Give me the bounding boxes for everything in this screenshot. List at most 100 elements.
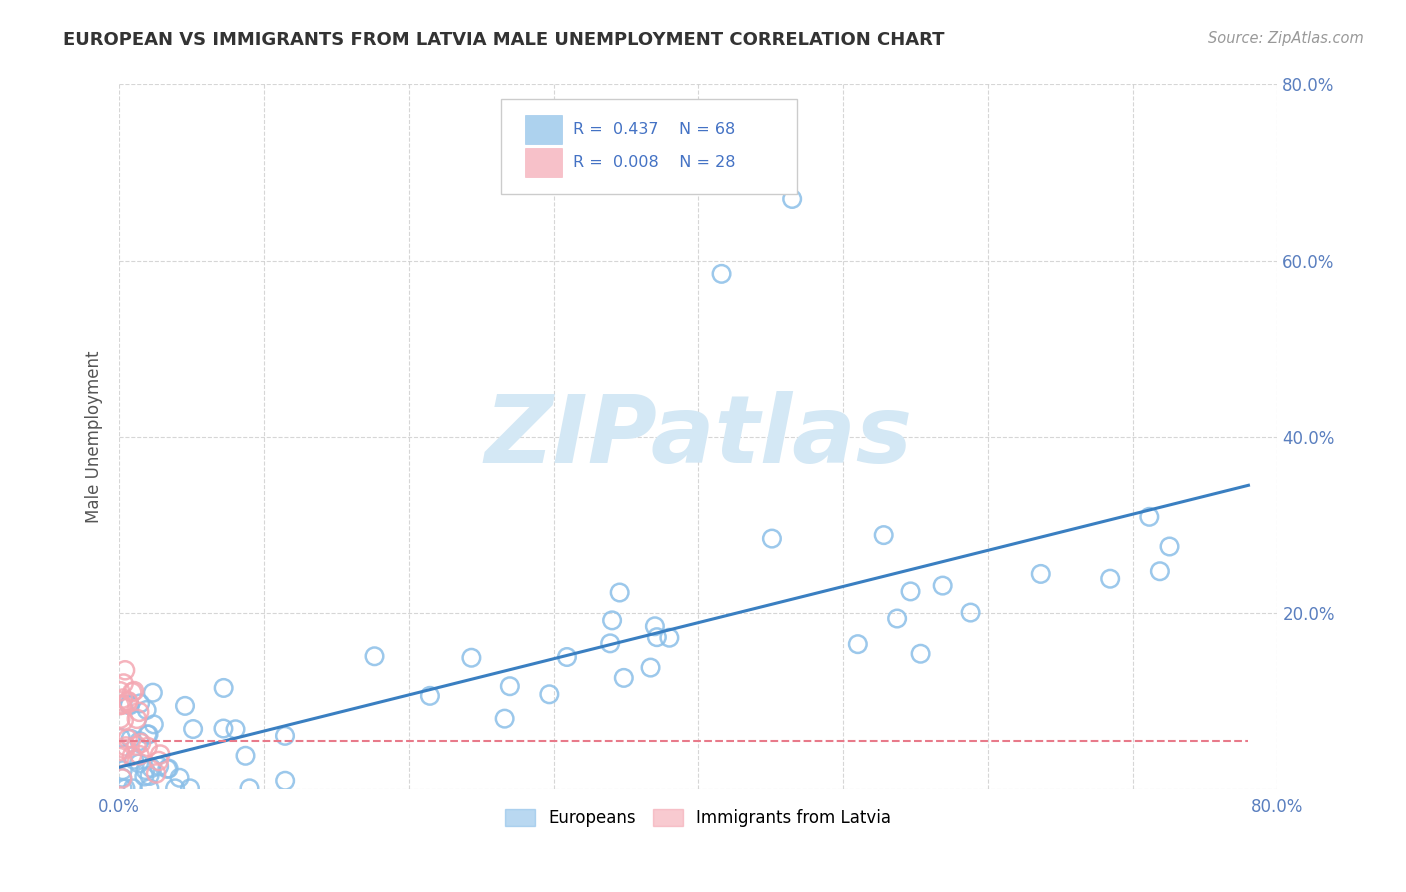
- Point: [121, 748, 143, 763]
- Point: [238, 781, 260, 796]
- Point: [112, 676, 135, 690]
- Point: [135, 703, 157, 717]
- Point: [110, 684, 132, 698]
- Point: [121, 781, 143, 796]
- Point: [148, 759, 170, 773]
- Point: [931, 579, 953, 593]
- Point: [125, 739, 148, 753]
- Text: EUROPEAN VS IMMIGRANTS FROM LATVIA MALE UNEMPLOYMENT CORRELATION CHART: EUROPEAN VS IMMIGRANTS FROM LATVIA MALE …: [63, 31, 945, 49]
- Point: [363, 649, 385, 664]
- Point: [609, 585, 631, 599]
- Point: [640, 660, 662, 674]
- Point: [225, 723, 247, 737]
- Point: [122, 684, 145, 698]
- Point: [761, 532, 783, 546]
- Point: [112, 714, 135, 728]
- Point: [108, 744, 131, 758]
- Point: [141, 761, 163, 775]
- Point: [129, 736, 152, 750]
- FancyBboxPatch shape: [524, 148, 561, 178]
- Point: [599, 636, 621, 650]
- Point: [538, 687, 561, 701]
- Point: [128, 748, 150, 763]
- Point: [174, 698, 197, 713]
- Point: [128, 734, 150, 748]
- Point: [165, 781, 187, 796]
- Point: [555, 650, 578, 665]
- Point: [110, 712, 132, 726]
- Point: [460, 650, 482, 665]
- Point: [212, 681, 235, 695]
- Point: [419, 689, 441, 703]
- Text: ZIPatlas: ZIPatlas: [484, 391, 912, 483]
- Point: [1137, 509, 1160, 524]
- Point: [111, 772, 134, 786]
- Point: [118, 698, 141, 712]
- Point: [142, 717, 165, 731]
- Point: [129, 697, 152, 711]
- Point: [157, 762, 180, 776]
- Point: [658, 631, 681, 645]
- Point: [212, 722, 235, 736]
- Point: [108, 750, 131, 764]
- Point: [149, 747, 172, 762]
- Point: [136, 727, 159, 741]
- Point: [613, 671, 636, 685]
- Point: [111, 781, 134, 796]
- Point: [710, 267, 733, 281]
- Point: [115, 739, 138, 754]
- Point: [1099, 572, 1122, 586]
- Point: [114, 663, 136, 677]
- Point: [145, 766, 167, 780]
- Point: [499, 679, 522, 693]
- Point: [114, 742, 136, 756]
- Point: [117, 731, 139, 746]
- Point: [138, 769, 160, 783]
- Point: [846, 637, 869, 651]
- Point: [156, 762, 179, 776]
- Point: [1029, 566, 1052, 581]
- Point: [128, 705, 150, 719]
- Point: [114, 781, 136, 796]
- Y-axis label: Male Unemployment: Male Unemployment: [86, 351, 103, 523]
- Point: [1149, 564, 1171, 578]
- Point: [134, 769, 156, 783]
- Point: [122, 753, 145, 767]
- Point: [169, 771, 191, 785]
- FancyBboxPatch shape: [502, 98, 797, 194]
- Point: [181, 722, 204, 736]
- Point: [118, 698, 141, 713]
- Point: [600, 613, 623, 627]
- Point: [117, 694, 139, 708]
- Point: [900, 584, 922, 599]
- Point: [108, 698, 131, 713]
- Point: [121, 685, 143, 699]
- Point: [645, 630, 668, 644]
- Point: [274, 729, 297, 743]
- Point: [142, 686, 165, 700]
- Point: [111, 698, 134, 712]
- Point: [780, 192, 803, 206]
- Point: [128, 756, 150, 771]
- Point: [959, 606, 981, 620]
- Text: Source: ZipAtlas.com: Source: ZipAtlas.com: [1208, 31, 1364, 46]
- Point: [136, 739, 159, 754]
- Point: [148, 754, 170, 768]
- Point: [274, 773, 297, 788]
- Point: [117, 695, 139, 709]
- Point: [112, 691, 135, 706]
- Point: [179, 781, 201, 796]
- Point: [494, 712, 516, 726]
- Point: [125, 712, 148, 726]
- Point: [910, 647, 932, 661]
- Point: [111, 763, 134, 777]
- Point: [134, 763, 156, 777]
- Text: R =  0.008    N = 28: R = 0.008 N = 28: [574, 155, 735, 170]
- Point: [886, 611, 908, 625]
- Point: [120, 731, 142, 746]
- Point: [110, 731, 132, 745]
- Point: [873, 528, 896, 542]
- Point: [235, 748, 257, 763]
- Point: [138, 727, 160, 741]
- Point: [111, 771, 134, 785]
